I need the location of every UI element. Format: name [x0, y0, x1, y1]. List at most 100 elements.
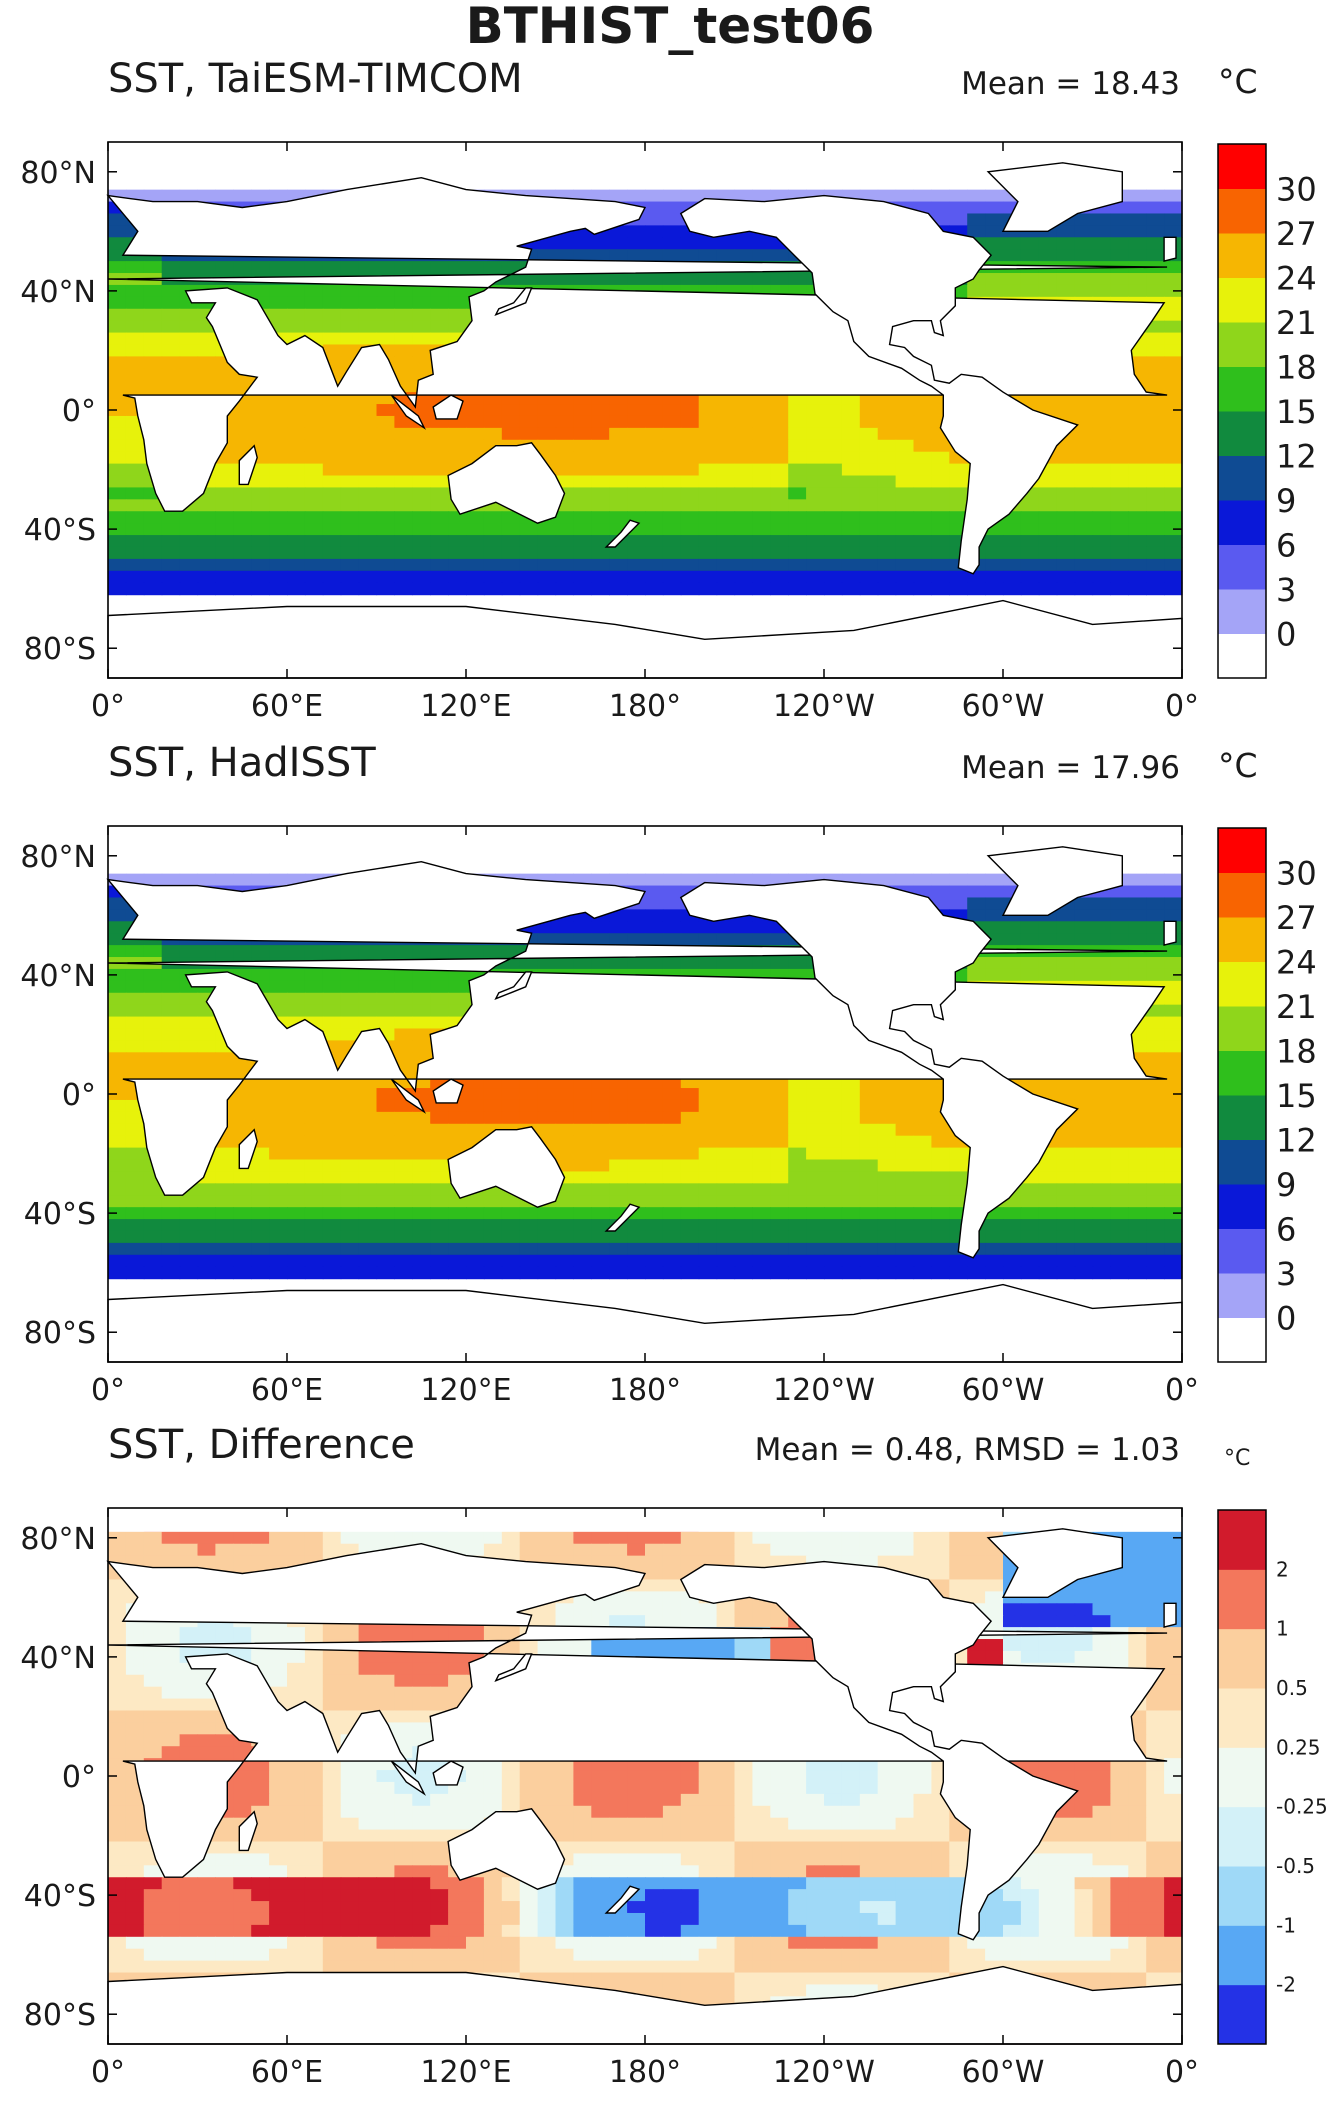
field-cell — [949, 190, 968, 203]
field-cell — [269, 1627, 288, 1640]
field-cell — [842, 559, 861, 572]
field-cell — [305, 535, 324, 548]
field-cell — [627, 571, 646, 584]
field-cell — [305, 285, 324, 298]
field-cell — [573, 1195, 592, 1208]
field-cell — [305, 1183, 324, 1196]
field-cell — [448, 1627, 467, 1640]
field-cell — [1093, 440, 1112, 453]
field-cell — [752, 1088, 771, 1101]
field-cell — [251, 476, 270, 489]
field-cell — [520, 1207, 539, 1220]
colorbar-segment — [1218, 1140, 1266, 1185]
colorbar-label: 30 — [1276, 855, 1317, 893]
field-cell — [896, 511, 915, 524]
field-cell — [573, 1231, 592, 1244]
field-cell — [752, 1100, 771, 1113]
field-cell — [896, 452, 915, 465]
field-cell — [484, 945, 503, 958]
field-cell — [430, 523, 449, 536]
field-cell — [126, 571, 144, 584]
field-cell — [1057, 583, 1076, 596]
field-cell — [359, 583, 378, 596]
field-cell — [663, 1136, 682, 1149]
field-cell — [878, 1207, 897, 1220]
field-cell — [627, 1148, 646, 1161]
field-cell — [215, 1052, 234, 1065]
field-cell — [609, 404, 628, 417]
field-cell — [1164, 273, 1183, 286]
field-cell — [735, 1160, 754, 1173]
field-cell — [591, 273, 610, 286]
field-cell — [108, 1195, 127, 1208]
field-cell — [752, 428, 771, 441]
field-cell — [251, 1544, 270, 1557]
y-tick-label: 0° — [62, 1078, 96, 1113]
field-cell — [538, 1100, 557, 1113]
field-cell — [233, 523, 252, 536]
field-cell — [1075, 1112, 1094, 1125]
field-cell — [788, 957, 807, 970]
field-cell — [430, 452, 449, 465]
field-cell — [985, 1267, 1004, 1280]
field-cell — [430, 440, 449, 453]
field-cell — [126, 583, 144, 596]
field-cell — [735, 1136, 754, 1149]
field-cell — [520, 1243, 539, 1256]
field-cell — [1128, 1243, 1147, 1256]
field-cell — [377, 452, 396, 465]
field-cell — [377, 404, 396, 417]
field-cell — [305, 1160, 324, 1173]
field-cell — [914, 523, 933, 536]
field-cell — [323, 440, 342, 453]
field-cell — [394, 1124, 413, 1137]
field-cell — [1146, 380, 1165, 393]
field-cell — [609, 1124, 628, 1137]
field-cell — [1146, 559, 1165, 572]
field-cell — [1110, 452, 1129, 465]
field-cell — [377, 969, 396, 982]
field-cell — [591, 1171, 610, 1184]
land-polygon — [1164, 921, 1176, 945]
field-cell — [860, 487, 879, 500]
field-cell — [1093, 499, 1112, 512]
field-cell — [394, 1267, 413, 1280]
field-cell — [609, 1639, 628, 1652]
field-cell — [591, 476, 610, 489]
field-cell — [573, 404, 592, 417]
field-cell — [609, 1171, 628, 1184]
field-cell — [502, 523, 521, 536]
field-cell — [645, 249, 664, 262]
field-cell — [180, 368, 199, 381]
field-cell — [144, 356, 163, 369]
colorbar-label: 27 — [1276, 215, 1317, 253]
field-cell — [1146, 1028, 1165, 1041]
field-cell — [305, 440, 324, 453]
field-cell — [681, 499, 700, 512]
field-cell — [842, 1195, 861, 1208]
field-cell — [896, 440, 915, 453]
field-cell — [806, 476, 825, 489]
field-cell — [896, 428, 915, 441]
field-cell — [788, 1148, 807, 1161]
field-cell — [752, 1183, 771, 1196]
field-cell — [663, 440, 682, 453]
field-cell — [269, 874, 288, 887]
field-cell — [1075, 273, 1094, 286]
field-cell — [752, 523, 771, 536]
field-cell — [681, 190, 700, 203]
field-cell — [1075, 1639, 1094, 1652]
field-cell — [717, 511, 736, 524]
field-cell — [914, 571, 933, 584]
field-cell — [681, 1207, 700, 1220]
field-cell — [931, 476, 950, 489]
field-cell — [412, 511, 431, 524]
field-cell — [770, 957, 789, 970]
field-cell — [359, 1243, 378, 1256]
field-cell — [1164, 1639, 1183, 1652]
field-cell — [1146, 1603, 1165, 1616]
field-cell — [985, 285, 1004, 298]
field-cell — [144, 1255, 163, 1268]
field-cell — [556, 464, 575, 477]
field-cell — [1146, 404, 1165, 417]
